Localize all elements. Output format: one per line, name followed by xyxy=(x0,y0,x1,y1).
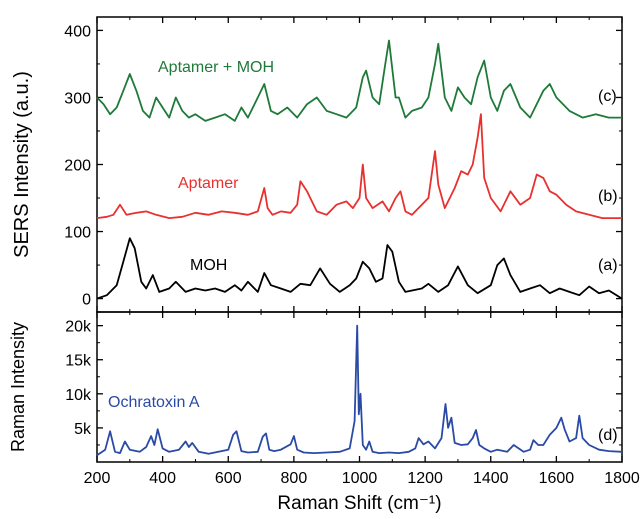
series-label: Aptamer + MOH xyxy=(158,59,274,76)
series-tag: (b) xyxy=(598,188,618,205)
x-tick-label: 1800 xyxy=(604,470,640,487)
y-tick-label: 400 xyxy=(64,23,91,40)
y-tick-label: 20k xyxy=(65,319,92,336)
x-tick-label: 600 xyxy=(215,470,242,487)
series-tag: (a) xyxy=(598,257,618,274)
bottom-panel: 5k 10k 15k 20k 200 400 600 800 1000 1200 1400 1600 1… xyxy=(8,311,640,514)
x-tick-label: 1400 xyxy=(473,470,509,487)
series-line-moh xyxy=(96,237,623,300)
series-label: Aptamer xyxy=(178,175,239,192)
series-line-ochratoxin-a xyxy=(96,324,623,456)
series-tag: (c) xyxy=(598,88,617,105)
x-tick-label: 200 xyxy=(84,470,111,487)
series-label: Ochratoxin A xyxy=(108,394,200,411)
y-tick-label: 15k xyxy=(65,353,92,370)
y-tick-label: 0 xyxy=(82,292,91,309)
x-tick-label: 1000 xyxy=(342,470,378,487)
series-label: MOH xyxy=(190,257,227,274)
y-tick-label: 300 xyxy=(64,90,91,107)
y-tick-label: 200 xyxy=(64,158,91,175)
y-axis-label: Raman Intensity xyxy=(8,322,28,452)
x-tick-label: 1600 xyxy=(539,470,575,487)
top-panel: 0 100 200 300 400 MOH (a) Aptamer (b) Aptamer + M… xyxy=(11,16,623,313)
series-line-aptamer xyxy=(96,113,622,219)
series-tag: (d) xyxy=(598,427,618,444)
x-tick-label: 1200 xyxy=(407,470,443,487)
x-axis-label: Raman Shift (cm⁻¹) xyxy=(277,493,441,514)
y-tick-label: 5k xyxy=(74,421,92,438)
x-tick-label: 800 xyxy=(281,470,308,487)
x-tick-label: 400 xyxy=(149,470,176,487)
y-axis-label: SERS Intensity (a.u.) xyxy=(11,71,33,258)
y-tick-label: 100 xyxy=(64,225,91,242)
y-tick-label: 10k xyxy=(65,387,92,404)
plot-frame xyxy=(96,311,623,463)
series-line-aptamer-moh xyxy=(96,39,622,122)
